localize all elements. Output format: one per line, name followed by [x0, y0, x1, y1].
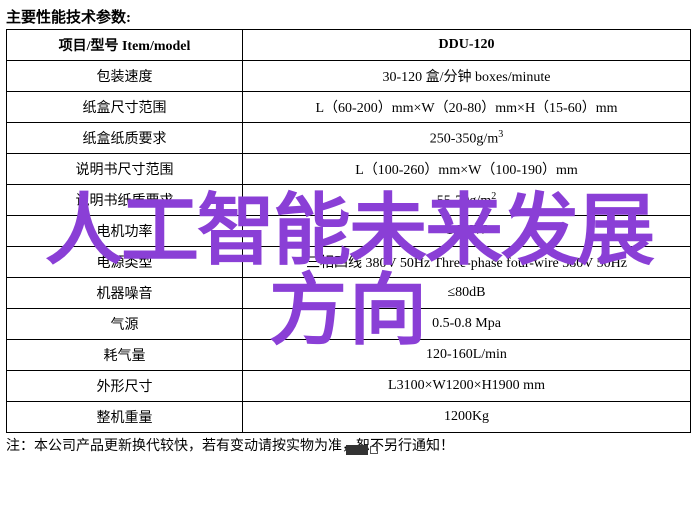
header-left: 项目/型号 Item/model — [7, 30, 243, 61]
table-row: 耗气量120-160L/min — [7, 340, 691, 371]
row-label: 电源类型 — [7, 247, 243, 278]
page-rect-icon — [346, 445, 368, 455]
row-label: 机器噪音 — [7, 278, 243, 309]
table-row: 电源类型三相四线 380V 50Hz Three-phase four-wire… — [7, 247, 691, 278]
table-row: 电机功率1.5KW — [7, 216, 691, 247]
table-row: 机器噪音≤80dB — [7, 278, 691, 309]
row-label: 外形尺寸 — [7, 371, 243, 402]
row-label: 说明书尺寸范围 — [7, 154, 243, 185]
row-label: 纸盒纸质要求 — [7, 123, 243, 154]
table-row: 说明书尺寸范围L（100-260）mm×W（100-190）mm — [7, 154, 691, 185]
row-value: ≤80dB — [243, 278, 691, 309]
table-row: 说明书纸质要求55-70g/m2 — [7, 185, 691, 216]
row-value: 三相四线 380V 50Hz Three-phase four-wire 380… — [243, 247, 691, 278]
row-label: 包装速度 — [7, 61, 243, 92]
row-label: 说明书纸质要求 — [7, 185, 243, 216]
row-value: L3100×W1200×H1900 mm — [243, 371, 691, 402]
row-value: 55-70g/m2 — [243, 185, 691, 216]
row-value: 120-160L/min — [243, 340, 691, 371]
superscript: 3 — [498, 129, 503, 140]
header-right: DDU-120 — [243, 30, 691, 61]
page-square-icon — [370, 446, 378, 454]
table-row: 纸盒尺寸范围L（60-200）mm×W（20-80）mm×H（15-60）mm — [7, 92, 691, 123]
row-value: 0.5-0.8 Mpa — [243, 309, 691, 340]
table-row: 外形尺寸L3100×W1200×H1900 mm — [7, 371, 691, 402]
table-row: 整机重量1200Kg — [7, 402, 691, 433]
row-label: 电机功率 — [7, 216, 243, 247]
section-title: 主要性能技术参数: — [6, 6, 692, 27]
row-label: 纸盒尺寸范围 — [7, 92, 243, 123]
row-value: L（100-260）mm×W（100-190）mm — [243, 154, 691, 185]
row-value: 1200Kg — [243, 402, 691, 433]
superscript: 2 — [491, 191, 496, 202]
row-value: 250-350g/m3 — [243, 123, 691, 154]
row-label: 气源 — [7, 309, 243, 340]
table-row: 气源0.5-0.8 Mpa — [7, 309, 691, 340]
row-value: L（60-200）mm×W（20-80）mm×H（15-60）mm — [243, 92, 691, 123]
row-value: 1.5KW — [243, 216, 691, 247]
table-row: 包装速度30-120 盒/分钟 boxes/minute — [7, 61, 691, 92]
row-label: 整机重量 — [7, 402, 243, 433]
row-value: 30-120 盒/分钟 boxes/minute — [243, 61, 691, 92]
table-header-row: 项目/型号 Item/model DDU-120 — [7, 30, 691, 61]
spec-table: 项目/型号 Item/model DDU-120 包装速度30-120 盒/分钟… — [6, 29, 691, 433]
page-indicator — [346, 445, 378, 455]
row-label: 耗气量 — [7, 340, 243, 371]
table-row: 纸盒纸质要求250-350g/m3 — [7, 123, 691, 154]
